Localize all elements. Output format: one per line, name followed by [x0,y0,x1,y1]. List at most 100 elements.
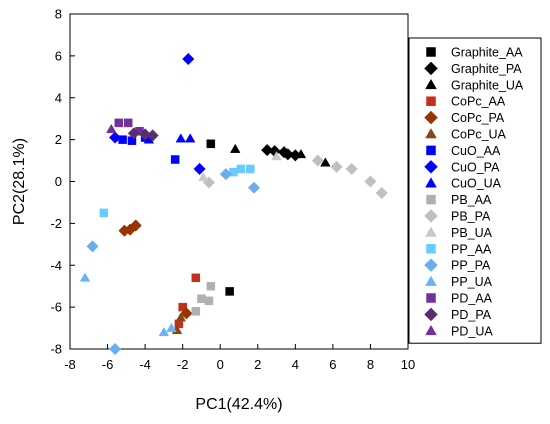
legend-entry: Graphite_UA [451,78,524,92]
legend-entry: CoPc_PA [451,111,505,125]
data-point [204,296,214,306]
data-point [206,281,216,291]
x-tick-label: 0 [217,357,224,372]
x-tick-label: -4 [139,357,151,372]
legend-entry: PP_AA [451,242,492,256]
data-point [108,131,122,144]
y-tick-label: -2 [50,216,62,231]
data-point [127,127,140,140]
data-point [320,157,331,167]
data-point [295,148,307,159]
y-tick-label: 8 [55,7,62,22]
data-point [118,224,131,237]
data-point [271,151,282,161]
plot-frame [69,13,409,350]
y-tick-label: -8 [50,342,62,357]
legend-marker [425,324,437,336]
data-point [246,164,255,174]
data-point [106,123,117,134]
data-point [184,133,196,143]
legend-marker [424,258,438,273]
data-point [281,148,294,161]
data-point [197,294,206,303]
data-point [236,164,246,174]
data-point [345,162,358,176]
data-point [138,128,152,141]
legend: Graphite_AA Graphite_PA Graphite_UA CoPc_AA… [408,37,542,344]
data-point [114,118,124,128]
legend-marker [426,96,436,106]
legend-entry: CoPc_AA [451,95,506,109]
data-point [198,172,209,182]
x-tick-label: 6 [329,357,336,372]
plot-area [69,13,409,350]
data-point [79,272,91,282]
legend-entry: Graphite_AA [451,46,523,60]
legend-entry: PD_AA [451,292,493,306]
legend-entry: PB_UA [451,226,493,240]
legend-marker [424,307,438,322]
y-axis: -8 -6 -4 -2 0 2 4 6 8 [50,7,75,357]
legend-entry: PP_PA [451,259,491,273]
x-tick-label: -8 [64,357,76,372]
y-tick-label: 6 [55,48,62,63]
y-tick-label: 2 [55,132,62,147]
y-tick-label: 4 [55,90,62,105]
y-tick-label: -4 [50,258,62,273]
data-point [375,186,388,200]
legend-entry: CoPc_UA [451,128,507,142]
legend-marker [426,293,436,303]
data-point [108,342,122,356]
data-point [182,52,195,66]
legend-entry: CuO_AA [451,144,501,158]
x-tick-label: 2 [254,357,261,372]
legend-marker [425,177,437,188]
y-tick-label: -6 [50,300,62,315]
data-point [230,143,241,153]
legend-marker [425,275,437,286]
data-point [166,322,177,332]
legend-marker [424,61,438,76]
legend-marker [426,194,436,205]
legend-marker [425,128,437,139]
legend-marker [425,226,437,237]
legend-marker [426,145,436,156]
legend-marker [426,47,436,57]
x-axis-label: PC1(42.4%) [195,396,282,413]
legend-entry: PD_UA [451,324,493,338]
data-point [311,154,324,167]
data-point [99,208,109,218]
legend-entry: PB_AA [451,193,492,207]
data-point [330,160,343,173]
legend-entry: CuO_UA [451,177,502,191]
data-point [191,307,201,316]
data-point [225,287,234,296]
data-point [261,143,274,157]
legend-entry: PD_PA [451,308,492,322]
data-point [219,168,232,181]
data-point [129,219,142,232]
legend-entry: PP_UA [451,275,493,289]
data-point [170,155,180,164]
y-tick-label: 0 [55,174,62,189]
x-tick-label: -2 [177,357,189,372]
x-tick-label: -6 [102,357,114,372]
data-points [79,52,388,356]
legend-entry: PB_PA [451,210,491,224]
data-point [180,307,193,320]
data-point [86,240,99,253]
data-point [191,273,201,283]
x-tick-label: 8 [367,357,374,372]
legend-marker [424,159,438,174]
data-point [175,312,187,322]
data-point [123,118,133,128]
x-tick-label: 10 [401,357,415,372]
data-point [364,175,377,188]
data-point [206,139,216,149]
data-point [193,162,206,176]
x-axis: -8 -6 -4 -2 0 2 4 6 8 10 [64,344,415,372]
data-point [158,326,170,337]
legend-marker [426,244,436,254]
data-point [175,133,187,143]
